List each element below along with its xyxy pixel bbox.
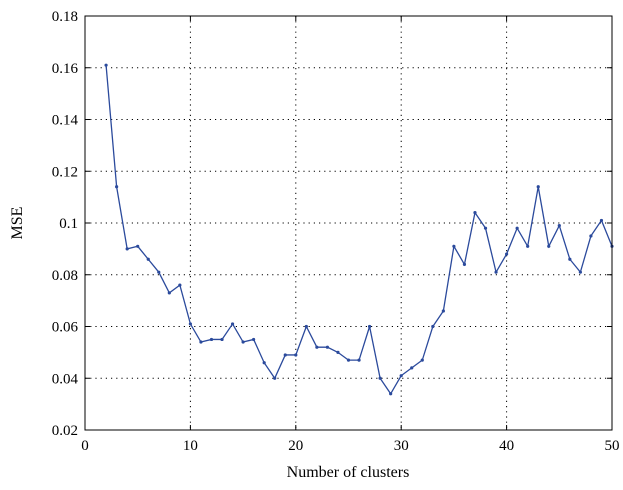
data-point <box>325 345 330 349</box>
data-point <box>589 234 593 238</box>
data-point <box>230 322 235 326</box>
y-tick-labels: 0.02 0.04 0.06 0.08 0.1 0.12 0.14 0.16 0.18 <box>52 9 79 439</box>
series-layer <box>104 63 614 396</box>
x-tick-label: 10 <box>183 438 198 454</box>
data-point <box>505 252 509 256</box>
data-point <box>115 185 119 189</box>
y-tick-label: 0.18 <box>52 9 78 25</box>
y-axis-title: MSE <box>9 207 26 240</box>
x-axis-title: Number of clusters <box>287 464 410 481</box>
data-point <box>273 376 277 380</box>
data-point <box>125 247 129 251</box>
data-point <box>346 358 351 362</box>
data-point <box>462 262 467 266</box>
data-point <box>420 358 424 362</box>
grid-lines <box>85 16 612 430</box>
data-point <box>441 309 445 313</box>
data-point <box>557 223 561 228</box>
y-tick-label: 0.12 <box>52 164 78 180</box>
data-point <box>452 244 456 248</box>
data-point <box>357 358 361 362</box>
data-point <box>252 337 256 342</box>
data-point <box>104 63 108 67</box>
data-point <box>410 366 414 370</box>
y-tick-label: 0.14 <box>52 113 79 129</box>
y-tick-label: 0.02 <box>52 423 78 439</box>
x-tick-labels: 0 10 20 30 40 50 <box>81 438 619 454</box>
data-point <box>178 283 182 287</box>
y-tick-label: 0.06 <box>52 320 79 336</box>
data-point <box>157 270 161 274</box>
x-tick-label: 50 <box>605 438 620 454</box>
y-tick-label: 0.16 <box>52 61 79 77</box>
x-tick-label: 0 <box>81 438 89 454</box>
y-tick-label: 0.1 <box>59 216 78 232</box>
data-point <box>209 337 214 342</box>
data-point <box>220 337 224 342</box>
data-point <box>367 324 372 329</box>
data-point <box>578 270 582 274</box>
series-line <box>105 65 613 395</box>
data-point <box>547 244 551 248</box>
data-point <box>294 353 298 357</box>
data-point <box>199 340 203 344</box>
data-point <box>188 322 192 326</box>
data-point <box>241 340 245 344</box>
y-tick-label: 0.04 <box>52 371 79 387</box>
data-point <box>599 218 604 223</box>
data-point <box>526 244 530 248</box>
data-point <box>136 244 140 248</box>
data-point <box>378 376 382 380</box>
data-point <box>304 324 308 329</box>
data-point <box>473 211 477 215</box>
data-point <box>167 291 171 295</box>
x-tick-label: 30 <box>394 438 409 454</box>
data-point <box>146 257 150 261</box>
x-tick-label: 20 <box>288 438 303 454</box>
data-point <box>568 257 572 261</box>
data-point <box>262 361 266 365</box>
data-point <box>315 345 319 349</box>
plot-frame <box>84 15 613 431</box>
data-point <box>431 324 435 329</box>
data-point <box>399 374 403 378</box>
data-point <box>494 270 498 274</box>
data-point <box>483 226 488 230</box>
data-point <box>283 353 287 357</box>
x-tick-label: 40 <box>499 438 514 454</box>
data-point <box>336 350 340 354</box>
data-point <box>389 392 393 396</box>
data-point <box>536 185 540 189</box>
y-tick-label: 0.08 <box>52 268 78 284</box>
data-point <box>515 226 519 230</box>
